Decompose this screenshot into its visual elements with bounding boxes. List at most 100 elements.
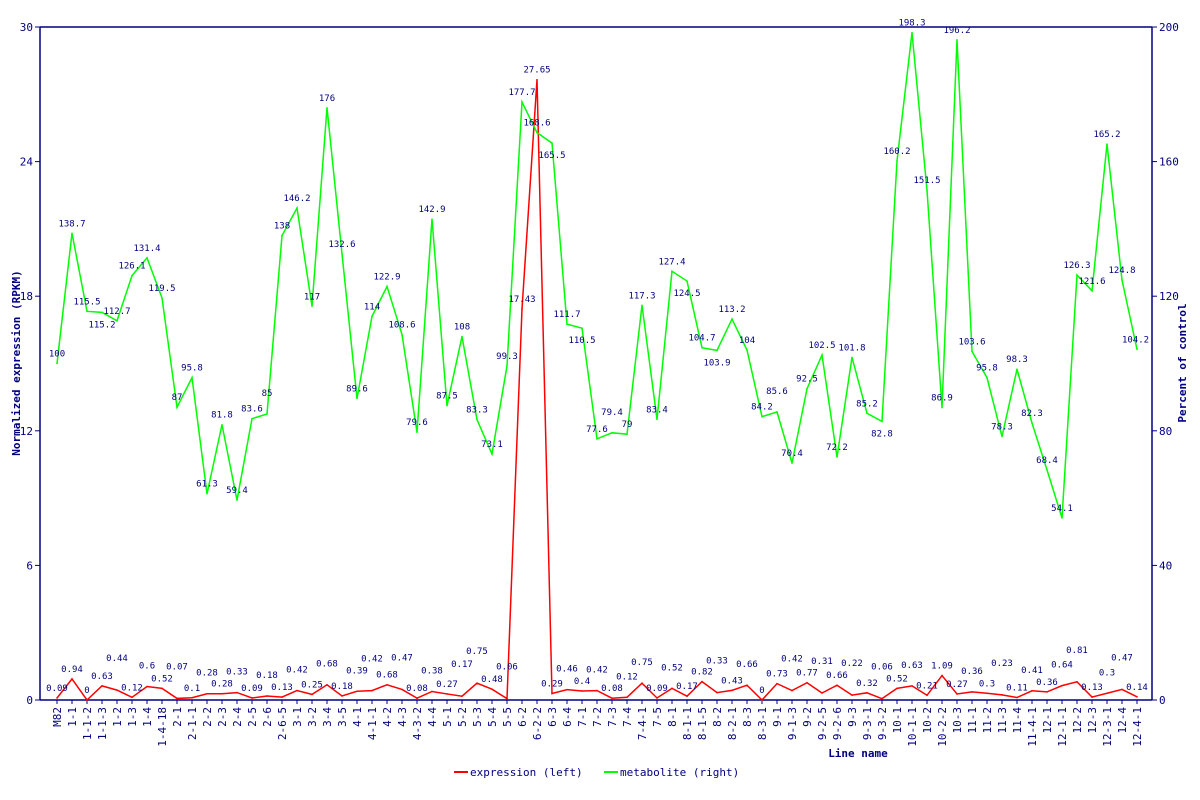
data-point — [1136, 696, 1138, 698]
data-label: 0.43 — [721, 676, 743, 686]
data-label: 92.5 — [796, 375, 818, 385]
data-point — [56, 362, 58, 365]
y-tick-label-right: 0 — [1159, 694, 1166, 707]
data-point — [416, 431, 418, 433]
data-label: 0.32 — [856, 679, 878, 689]
data-point — [116, 319, 118, 322]
data-label: 132.6 — [328, 240, 355, 250]
data-point — [791, 689, 793, 692]
data-point — [671, 270, 673, 273]
data-label: 104 — [739, 336, 755, 346]
data-label: 0.63 — [901, 661, 923, 671]
data-point — [446, 404, 448, 407]
x-tick-label: 5-5 — [501, 707, 514, 727]
data-point — [731, 318, 733, 320]
data-label: 77.6 — [586, 425, 608, 435]
data-point — [1031, 422, 1033, 424]
x-tick-label: 12-3 — [1086, 707, 1099, 734]
data-label: 113.2 — [718, 305, 745, 315]
data-point — [71, 232, 73, 235]
data-label: 0.39 — [346, 666, 368, 676]
data-label: 0.17 — [676, 682, 698, 692]
data-label: 117 — [304, 292, 320, 302]
data-label: 95.8 — [976, 364, 998, 374]
x-tick-label: 12-2 — [1071, 707, 1084, 734]
data-label: 0.52 — [151, 674, 173, 684]
x-tick-label: 3-2 — [306, 707, 319, 727]
data-point — [101, 685, 103, 687]
data-point — [881, 420, 883, 423]
data-label: 73.1 — [481, 440, 503, 450]
x-tick-label: 8-2 — [711, 707, 724, 727]
data-point — [371, 315, 373, 318]
data-label: 99.3 — [496, 352, 518, 362]
data-point — [581, 690, 583, 692]
data-point — [596, 689, 598, 692]
x-tick-label: 9-2-5 — [816, 707, 829, 740]
data-point — [356, 397, 358, 400]
data-label: 0.06 — [496, 663, 518, 673]
x-tick-label: 8-2-1 — [726, 707, 739, 740]
data-label: 81.8 — [211, 411, 233, 421]
data-label: 0.66 — [826, 671, 848, 681]
data-point — [1016, 368, 1018, 371]
x-tick-label: 9-3-2 — [876, 707, 889, 740]
data-label: 0.21 — [916, 681, 938, 691]
axes — [39, 26, 1153, 701]
data-label: 165.2 — [1093, 130, 1120, 140]
x-tick-label: 11-4-1 — [1026, 707, 1039, 747]
data-point — [266, 695, 268, 697]
x-tick-label: 7-5 — [651, 707, 664, 727]
data-label: 100 — [49, 350, 65, 360]
data-point — [1046, 469, 1048, 471]
data-point — [1061, 517, 1063, 519]
data-label: 196.2 — [943, 26, 970, 36]
data-point — [356, 690, 358, 693]
y-tick-label-left: 24 — [20, 156, 34, 169]
data-point — [911, 685, 913, 687]
data-label: 0.09 — [646, 684, 668, 694]
data-point — [836, 684, 838, 686]
data-point — [806, 387, 808, 390]
x-tick-label: 8-1-5 — [696, 707, 709, 740]
data-point — [881, 697, 883, 700]
data-point — [251, 697, 253, 699]
y-tick-label-left: 6 — [26, 559, 33, 572]
data-label: 0.4 — [574, 677, 590, 687]
data-point — [551, 142, 553, 144]
x-tick-label: 8-3 — [741, 707, 754, 727]
data-point — [296, 207, 298, 209]
data-label: 0.63 — [91, 672, 113, 682]
data-point — [326, 106, 328, 109]
x-tick-label: 8-1-1 — [681, 707, 694, 740]
series-line-expression — [56, 79, 1138, 702]
data-point — [971, 691, 973, 693]
y-tick-label-left: 12 — [20, 425, 33, 438]
data-point — [821, 692, 823, 694]
data-label: 0.75 — [631, 658, 653, 668]
data-point — [506, 365, 508, 367]
data-point — [341, 695, 343, 697]
data-point — [686, 280, 688, 282]
data-label: 0.38 — [421, 666, 443, 676]
data-label: 0.13 — [1081, 683, 1103, 693]
x-tick-label: 12-1 — [1041, 707, 1054, 734]
x-tick-label: 11-3 — [996, 707, 1009, 734]
data-point — [956, 38, 958, 41]
y-axis-label-left: Normalized expression (RPKM) — [10, 270, 23, 455]
data-label: 0 — [759, 686, 764, 696]
data-label: 103.9 — [703, 358, 730, 368]
data-point — [1016, 696, 1018, 699]
data-label: 54.1 — [1051, 504, 1073, 514]
data-label: 70.4 — [781, 449, 803, 459]
data-label: 0.22 — [841, 659, 863, 669]
data-label: 0.6 — [139, 662, 155, 672]
data-point — [1076, 681, 1078, 683]
x-tick-label: 3-5 — [336, 707, 349, 727]
data-point — [536, 131, 538, 134]
data-label: 0.42 — [361, 655, 383, 665]
data-label: 0.27 — [946, 680, 968, 690]
data-point — [191, 376, 193, 379]
data-label: 27.65 — [523, 66, 550, 76]
data-label: 102.5 — [808, 341, 835, 351]
